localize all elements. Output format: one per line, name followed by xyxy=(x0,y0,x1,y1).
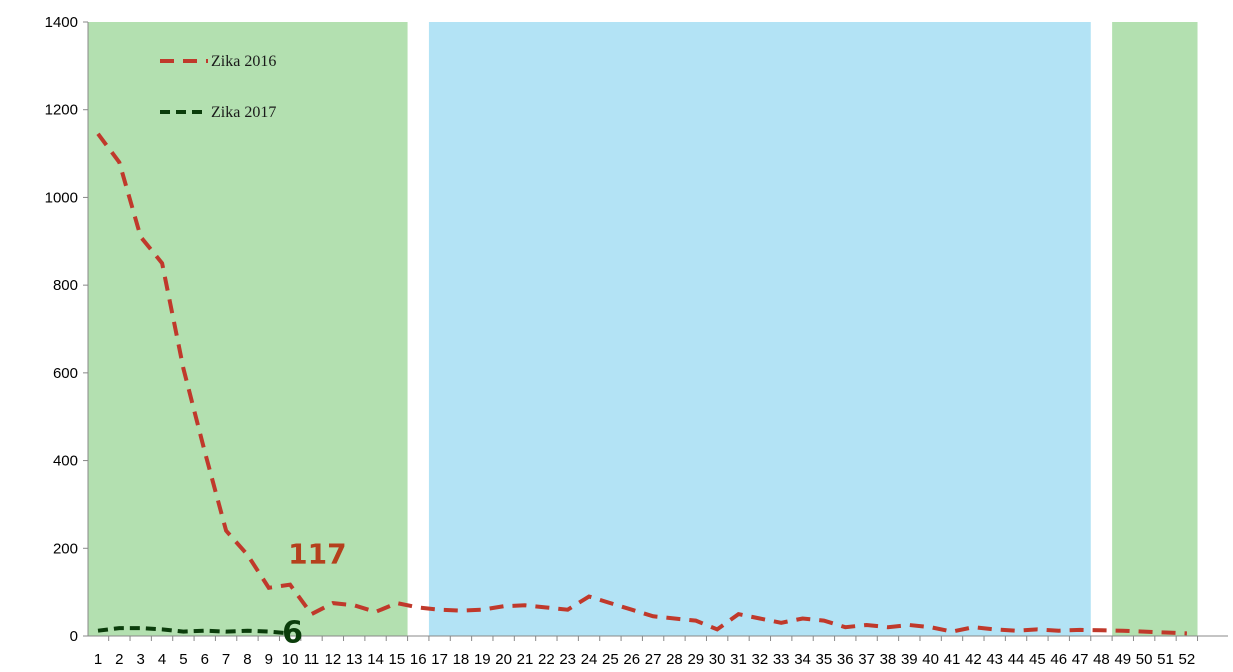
x-tick-label: 39 xyxy=(901,651,918,668)
x-tick-label: 9 xyxy=(265,651,273,668)
legend-label: Zika 2017 xyxy=(211,104,276,121)
x-tick-label: 7 xyxy=(222,651,230,668)
x-tick-label: 29 xyxy=(687,651,704,668)
x-tick-label: 22 xyxy=(538,651,555,668)
x-tick-label: 25 xyxy=(602,651,619,668)
x-tick-label: 36 xyxy=(837,651,854,668)
shaded-periods xyxy=(88,22,1198,636)
series-line-1 xyxy=(96,132,1187,636)
x-tick-label: 18 xyxy=(453,651,470,668)
annotations: 117 6 xyxy=(282,538,346,651)
x-tick-label: 12 xyxy=(325,651,342,668)
x-tick-label: 45 xyxy=(1029,651,1046,668)
y-tick-label: 200 xyxy=(53,540,78,557)
y-tick-label: 0 xyxy=(70,628,78,645)
x-tick-label: 32 xyxy=(752,651,769,668)
x-tick-label: 21 xyxy=(517,651,534,668)
x-tick-label: 34 xyxy=(794,651,811,668)
x-tick-label: 6 xyxy=(201,651,209,668)
y-tick-label: 800 xyxy=(53,277,78,294)
annotation-label: 117 xyxy=(288,538,346,571)
series-line-2 xyxy=(97,626,291,636)
x-tick-label: 42 xyxy=(965,651,982,668)
annotation-label: 6 xyxy=(282,615,303,650)
x-tick-label: 24 xyxy=(581,651,598,668)
x-tick-label: 26 xyxy=(623,651,640,668)
x-axis-ticks: 1 2 3 4 5 6 7 8 9 10 11 12 13 14 15 16 17 18 19 20 21 22 23 24 2… xyxy=(94,636,1199,668)
x-tick-label: 40 xyxy=(922,651,939,668)
x-tick-label: 16 xyxy=(410,651,427,668)
x-tick-label: 14 xyxy=(367,651,384,668)
y-tick-label: 600 xyxy=(53,365,78,382)
x-tick-label: 30 xyxy=(709,651,726,668)
x-tick-label: 52 xyxy=(1179,651,1196,668)
x-tick-label: 3 xyxy=(137,651,145,668)
x-tick-label: 49 xyxy=(1114,651,1131,668)
x-tick-label: 48 xyxy=(1093,651,1110,668)
x-tick-label: 28 xyxy=(666,651,683,668)
x-tick-label: 1 xyxy=(94,651,102,668)
x-tick-label: 11 xyxy=(304,651,320,668)
x-tick-label: 20 xyxy=(495,651,512,668)
x-tick-label: 8 xyxy=(243,651,251,668)
x-tick-label: 2 xyxy=(115,651,123,668)
x-tick-label: 47 xyxy=(1072,651,1089,668)
shaded-period-1 xyxy=(88,22,408,636)
x-tick-label: 33 xyxy=(773,651,790,668)
y-axis-ticks: 0 200 400 600 800 1000 1200 1400 xyxy=(45,14,88,645)
x-tick-label: 5 xyxy=(179,651,187,668)
x-tick-label: 44 xyxy=(1008,651,1025,668)
shaded-period-2 xyxy=(428,22,1091,636)
axes xyxy=(87,22,1228,637)
series-lines xyxy=(96,132,1187,636)
x-tick-label: 4 xyxy=(158,651,166,668)
x-tick-label: 17 xyxy=(431,651,448,668)
shaded-period-3 xyxy=(1112,22,1198,636)
x-tick-label: 46 xyxy=(1050,651,1067,668)
x-tick-label: 51 xyxy=(1157,651,1174,668)
x-tick-label: 27 xyxy=(645,651,662,668)
x-tick-label: 10 xyxy=(282,651,299,668)
x-tick-label: 13 xyxy=(346,651,363,668)
y-tick-label: 400 xyxy=(53,453,78,470)
x-tick-label: 41 xyxy=(944,651,961,668)
x-tick-label: 19 xyxy=(474,651,491,668)
x-tick-label: 38 xyxy=(880,651,897,668)
x-tick-label: 35 xyxy=(816,651,833,668)
x-tick-label: 23 xyxy=(559,651,576,668)
x-tick-label: 50 xyxy=(1136,651,1153,668)
x-tick-label: 15 xyxy=(389,651,406,668)
y-tick-label: 1400 xyxy=(45,14,78,31)
y-tick-label: 1200 xyxy=(45,102,78,119)
legend: Zika 2016 Zika 2017 xyxy=(160,53,276,121)
legend-label: Zika 2016 xyxy=(211,53,276,70)
x-tick-label: 43 xyxy=(986,651,1003,668)
y-tick-label: 1000 xyxy=(45,189,78,206)
x-tick-label: 37 xyxy=(858,651,875,668)
x-tick-label: 31 xyxy=(730,651,747,668)
